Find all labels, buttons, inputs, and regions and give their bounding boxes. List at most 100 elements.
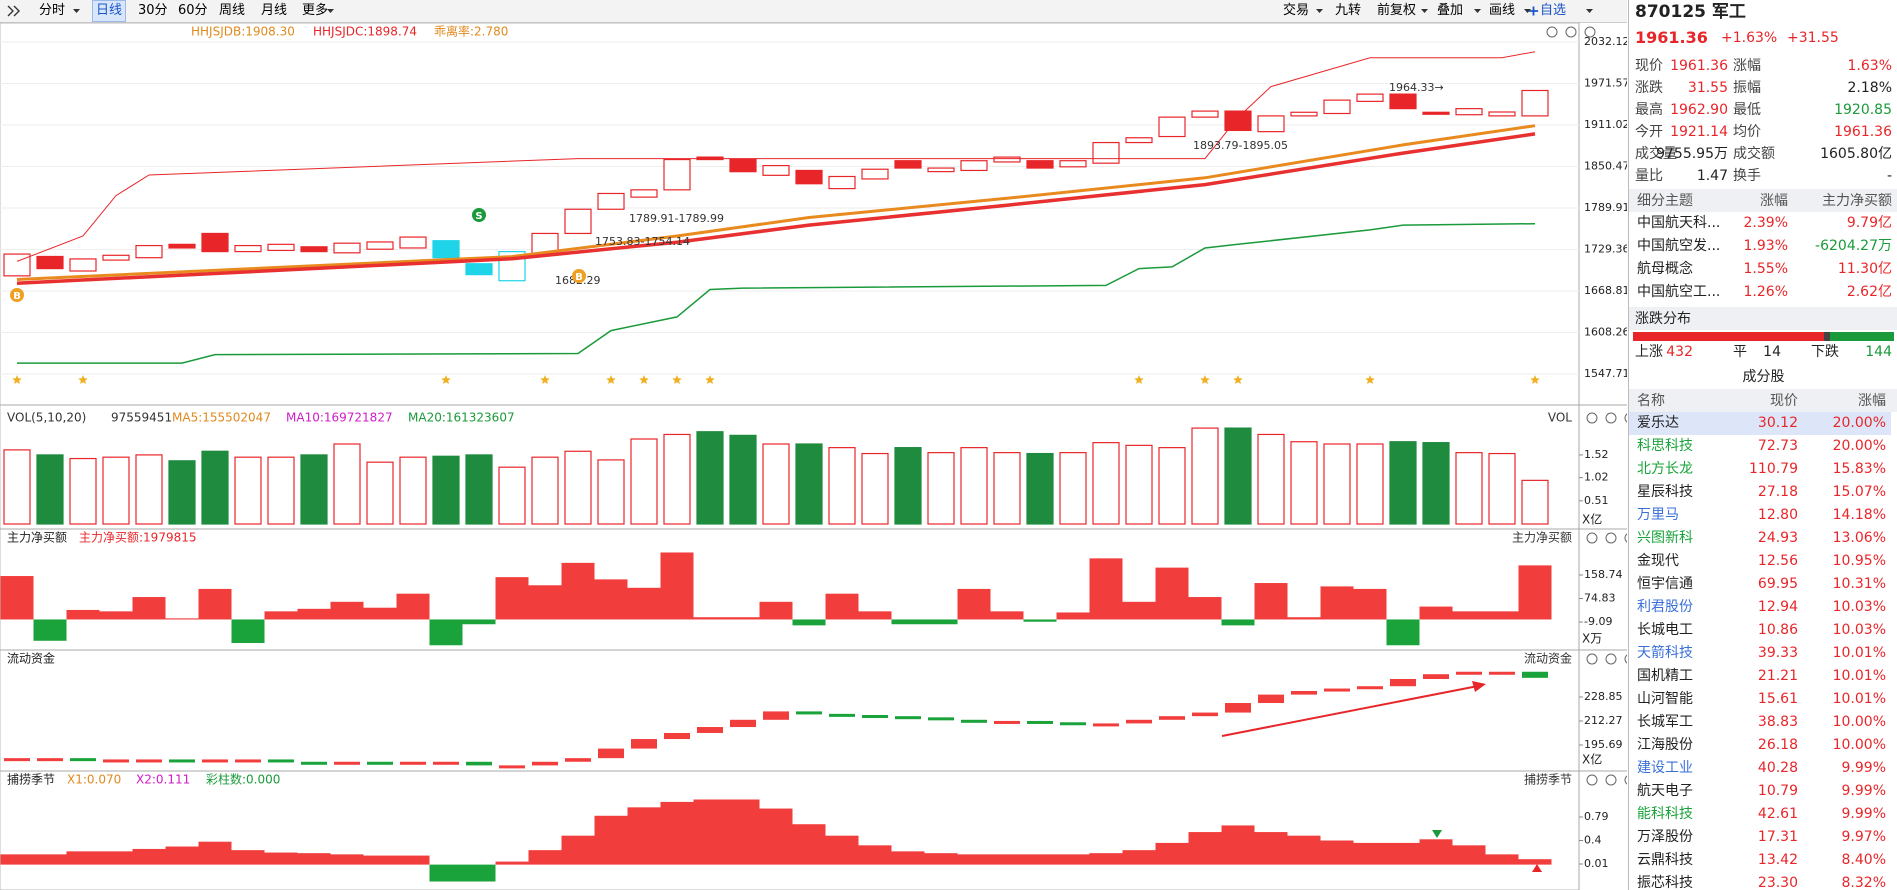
dropdown-caret[interactable] [327, 9, 334, 13]
chart-area: HHJSJDB:1908.30 HHJSJDC:1898.74 乖离率:2.780 1… [0, 5, 1627, 890]
volume-bar [333, 443, 361, 525]
panel-tool-icon[interactable] [1605, 774, 1617, 786]
candle-body [1323, 99, 1351, 115]
candle-body [1257, 115, 1285, 133]
stock-name[interactable]: 长城电工 [1637, 622, 1693, 638]
dropdown-caret[interactable] [73, 9, 80, 13]
stock-name[interactable]: 万泽股份 [1637, 829, 1693, 845]
panel-tool-icon[interactable] [1605, 532, 1617, 544]
stock-name[interactable]: 科思科技 [1637, 438, 1693, 454]
stock-name[interactable]: 长城军工 [1637, 714, 1693, 730]
panel-tool-icon[interactable] [1586, 653, 1598, 665]
indicator-bar [891, 851, 925, 865]
panel-tool-icon[interactable] [1565, 26, 1577, 38]
distribution-count: 14 [1763, 344, 1781, 360]
indicator-bar [726, 799, 760, 865]
candle-body [894, 160, 922, 169]
stock-name[interactable]: 航天电子 [1637, 783, 1693, 799]
stock-name[interactable]: 爱乐达 [1637, 415, 1679, 431]
signal-star [1365, 375, 1375, 384]
stock-name[interactable]: 天箭科技 [1637, 645, 1693, 661]
panel-tool-icon[interactable] [1624, 654, 1627, 664]
distribution-count: 144 [1865, 344, 1892, 360]
candle-body [1125, 137, 1153, 144]
panel-tool-icon[interactable] [1624, 775, 1627, 785]
stock-name[interactable]: 利君股份 [1637, 599, 1693, 615]
flow-bar [928, 717, 954, 721]
collapse-icon[interactable] [7, 5, 14, 17]
panel-tool-icon[interactable] [1624, 413, 1627, 423]
panel-tool-icon[interactable] [1586, 774, 1598, 786]
sector-name[interactable]: 中国航空发... [1637, 238, 1721, 254]
stock-price: 42.61 [1757, 806, 1798, 822]
dropdown-caret[interactable] [1474, 9, 1481, 13]
stock-name[interactable]: 云鼎科技 [1637, 852, 1693, 868]
dropdown-caret[interactable] [1524, 9, 1531, 13]
stock-name[interactable]: 万里马 [1637, 507, 1679, 523]
toolbar-tab[interactable]: 分时 [39, 3, 66, 18]
toolbar-tab[interactable]: 60分 [178, 3, 208, 18]
quote-value: 9755.95万 [1656, 146, 1728, 162]
sector-name[interactable]: 航母概念 [1637, 261, 1693, 277]
indicator-bar [990, 854, 1024, 865]
stock-name[interactable]: 兴图新科 [1637, 530, 1693, 546]
volume-bar [498, 466, 526, 525]
dropdown-caret[interactable] [1421, 9, 1428, 13]
panel-tool-icon[interactable] [1546, 26, 1558, 38]
stock-name[interactable]: 恒宇信通 [1637, 576, 1693, 592]
volume-bar [597, 459, 625, 525]
dropdown-caret[interactable] [1586, 9, 1593, 13]
indicator-bar [495, 577, 529, 620]
toolbar-button[interactable]: 交易 [1283, 3, 1310, 18]
panel-tool-icon[interactable] [1586, 532, 1598, 544]
stock-name[interactable]: 江海股份 [1637, 737, 1693, 753]
toolbar: 分时 日线 30分 60分 周线 月线 更多 交易 九转 前复权 叠加 画线 自选 [0, 0, 1627, 23]
dropdown-caret[interactable] [1316, 9, 1323, 13]
candle-body [1191, 110, 1219, 118]
toolbar-tab[interactable]: 月线 [261, 3, 288, 18]
indicator-bar [1353, 842, 1387, 865]
volume-bar [1389, 441, 1417, 525]
toolbar-button[interactable]: 前复权 [1377, 3, 1417, 18]
toolbar-button[interactable]: 九转 [1335, 3, 1362, 18]
stock-name[interactable]: 北方长龙 [1637, 461, 1693, 477]
last-price: 1961.36 [1635, 28, 1708, 47]
candle-body [1158, 116, 1186, 138]
stock-name[interactable]: 建设工业 [1637, 760, 1693, 776]
legend-text: MA10:169721827 [286, 411, 393, 425]
panel-tool-icon[interactable] [1586, 412, 1598, 424]
indicator-bar [1056, 612, 1090, 620]
y-tick-label: 2032.12 [1584, 35, 1627, 48]
toolbar-tab[interactable]: 日线 [92, 0, 127, 22]
sector-name[interactable]: 中国航天科... [1637, 215, 1721, 231]
stock-name[interactable]: 金现代 [1637, 553, 1679, 569]
collapse-icon[interactable] [13, 5, 20, 17]
candle-body [465, 263, 493, 276]
stock-name[interactable]: 星辰科技 [1637, 484, 1693, 500]
column-header: 涨幅 [1760, 193, 1788, 209]
toolbar-tab[interactable]: 30分 [138, 3, 168, 18]
indicator-bar [363, 855, 397, 865]
signal-star [1200, 375, 1210, 384]
flow-bar [1357, 686, 1383, 690]
toolbar-button[interactable]: 叠加 [1437, 3, 1464, 18]
panel-tool-icon[interactable] [1624, 533, 1627, 543]
toolbar-button[interactable]: 画线 [1489, 3, 1516, 18]
toolbar-button[interactable]: 自选 [1540, 3, 1567, 18]
add-icon[interactable] [1529, 6, 1538, 16]
indicator-bar [1023, 854, 1057, 865]
volume-bar [696, 431, 724, 525]
panel-tool-icon[interactable] [1584, 26, 1596, 38]
stock-name[interactable]: 国机精工 [1637, 668, 1693, 684]
flow-bar [730, 719, 756, 728]
stock-price: 39.33 [1757, 645, 1798, 661]
stock-name[interactable]: 山河智能 [1637, 691, 1693, 707]
toolbar-tab[interactable]: 周线 [219, 3, 246, 18]
stock-name[interactable]: 振芯科技 [1637, 875, 1693, 890]
stock-name[interactable]: 能科科技 [1637, 806, 1693, 822]
panel-tool-icon[interactable] [1605, 653, 1617, 665]
sector-name[interactable]: 中国航空工... [1637, 284, 1721, 300]
toolbar-tab[interactable]: 更多 [302, 3, 329, 18]
flow-bar [1126, 719, 1152, 724]
panel-tool-icon[interactable] [1605, 412, 1617, 424]
